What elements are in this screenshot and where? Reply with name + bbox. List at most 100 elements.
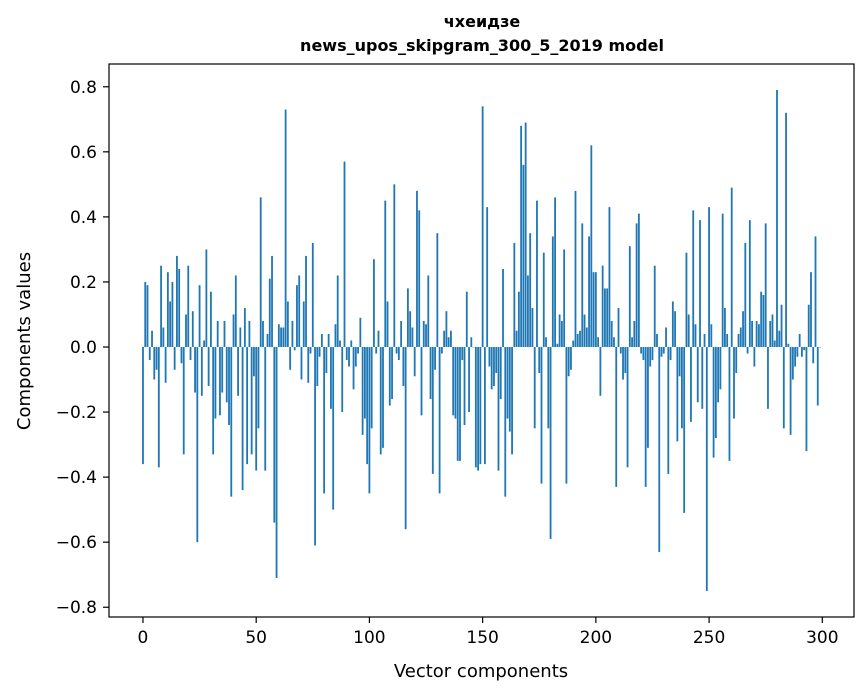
bar [488,347,491,367]
bar [474,347,477,468]
bar [511,347,513,455]
bar [273,347,276,523]
bar [547,347,550,429]
bar [212,347,215,455]
bar [757,324,760,348]
bar [529,233,532,347]
bar [721,213,724,348]
bar [651,347,654,361]
bar [456,347,459,461]
bar [812,347,815,364]
bar [262,320,264,347]
bar [160,265,162,347]
bar [230,347,233,497]
bar [185,314,187,348]
bar [391,347,393,400]
bar [336,275,339,347]
bar [671,301,674,347]
x-tick-label: 150 [466,628,498,648]
bar [622,347,624,380]
bar [567,347,570,377]
bar [350,340,353,348]
bar [221,347,224,393]
bar [669,347,672,361]
bar [744,242,747,347]
bar [735,347,738,374]
bar [794,347,797,367]
bar [397,347,400,361]
x-tick-label: 200 [580,628,612,648]
bar [425,324,427,348]
bar [239,327,242,348]
y-axis-label: Components values [14,252,35,430]
bar [737,333,740,347]
bar [660,347,663,357]
y-tick-label: 0.2 [70,273,97,293]
bar [420,347,423,416]
bar [411,327,414,348]
bar [148,347,151,361]
bar [393,184,396,348]
bar [705,347,708,591]
bar [522,164,525,347]
bar [685,252,688,348]
bar [368,347,371,494]
bar [508,347,511,432]
bar [459,347,461,461]
bar [807,304,810,348]
bar [499,347,502,400]
bar [440,347,443,354]
y-tick-label: 0.8 [70,78,97,98]
y-axis: −0.8 −0.6 −0.4 −0.2 0.0 0.2 0.4 0.6 0.8 [56,78,109,618]
bar [635,223,638,347]
bar [429,347,432,400]
bar [560,320,563,347]
bar [268,278,271,347]
bar [216,320,219,347]
bar [144,281,147,348]
bar [764,223,767,347]
bar [307,347,310,383]
bar [352,347,355,390]
bar [665,327,667,348]
bar [576,333,579,347]
bar [228,347,230,426]
bar [742,311,744,347]
bar [234,275,237,347]
bar [791,347,794,380]
bar [653,265,656,347]
bar [726,333,729,347]
bar [597,337,600,348]
x-tick-label: 50 [245,628,267,648]
bar [271,255,273,347]
bar [354,347,357,367]
bar [554,197,556,348]
bar [438,347,441,494]
bar [225,347,228,403]
bar [345,347,348,361]
bar [606,288,609,347]
bar [513,242,516,347]
bar [153,347,156,380]
bar [232,314,235,348]
bar [422,320,425,347]
x-axis: 0 50 100 150 200 250 300 [138,617,839,648]
bar [196,347,199,543]
bar [769,320,772,347]
bar [481,106,484,348]
bar [760,291,763,348]
bar [692,210,695,347]
bar [699,220,701,347]
bar [667,347,670,474]
bar [465,291,468,348]
bar [198,285,201,348]
bar [311,242,314,347]
bar [531,307,534,348]
bar [382,347,384,448]
bar [579,330,581,347]
bar [724,307,726,348]
bar [452,347,455,416]
y-tick-label: −0.4 [56,468,97,488]
bar [656,333,658,347]
bar [787,343,790,347]
